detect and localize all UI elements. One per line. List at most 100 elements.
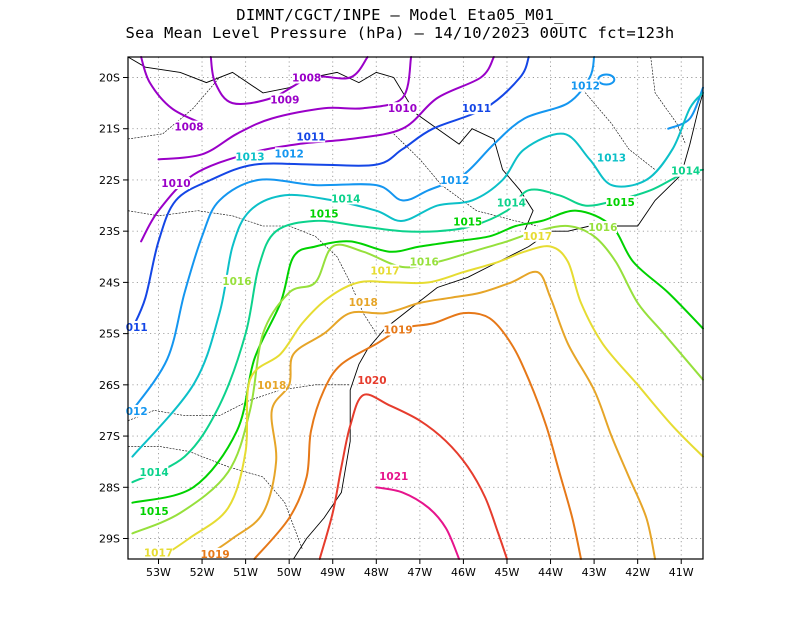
contour-label-bg bbox=[571, 79, 600, 92]
contour-label: 1012 bbox=[440, 175, 469, 187]
x-tick-label: 41W bbox=[669, 566, 694, 579]
contour-label: 1009 bbox=[270, 95, 299, 107]
contour-label: 1018 bbox=[257, 380, 286, 392]
contour-label-bg bbox=[410, 255, 439, 268]
y-tick-label: 22S bbox=[99, 174, 120, 187]
contour-label-bg bbox=[296, 130, 326, 143]
contour-label-bg bbox=[161, 177, 191, 190]
contour-label: 1016 bbox=[410, 256, 439, 268]
contour-label: 1017 bbox=[523, 231, 552, 243]
y-tick-label: 28S bbox=[99, 481, 120, 494]
contour-label: 1014 bbox=[671, 166, 700, 178]
x-tick-label: 48W bbox=[364, 566, 389, 579]
title-line-1: DIMNT/CGCT/INPE — Model Eta05_M01_ bbox=[236, 6, 564, 24]
y-tick-label: 26S bbox=[99, 379, 120, 392]
y-tick-label: 24S bbox=[99, 276, 120, 289]
isobar-1017 bbox=[157, 245, 704, 560]
coastline bbox=[127, 56, 704, 232]
state-border bbox=[393, 133, 538, 227]
contour-label: 1008 bbox=[292, 72, 321, 84]
x-tick-label: 47W bbox=[407, 566, 432, 579]
contour-label-bg bbox=[222, 274, 252, 287]
contour-label: 1016 bbox=[222, 276, 251, 288]
y-tick-label: 27S bbox=[99, 430, 120, 443]
state-border bbox=[127, 384, 351, 421]
contour-label-bg bbox=[309, 207, 339, 220]
contour-label-bg bbox=[144, 546, 173, 559]
contour-label-bg bbox=[139, 465, 169, 478]
contour-label: 1011 bbox=[462, 103, 491, 115]
contour-label-bg bbox=[274, 147, 304, 160]
contour-label-bg bbox=[139, 504, 169, 517]
contour-label-bg bbox=[125, 320, 148, 333]
contour-label: 1010 bbox=[161, 178, 190, 190]
contour-label: 1011 bbox=[296, 131, 325, 143]
contour-label-bg bbox=[331, 192, 361, 205]
y-tick-label: 25S bbox=[99, 328, 120, 341]
contour-label: 1015 bbox=[140, 506, 169, 518]
isobar-1021 bbox=[375, 486, 461, 560]
contour-label-bg bbox=[440, 173, 469, 186]
x-tick-label: 51W bbox=[233, 566, 258, 579]
contour-label: 1013 bbox=[597, 152, 626, 164]
y-tick-label: 21S bbox=[99, 123, 120, 136]
contour-label: 1012 bbox=[275, 148, 304, 160]
contour-label: 1010 bbox=[388, 103, 417, 115]
contour-label-bg bbox=[597, 151, 626, 164]
contour-label: 1021 bbox=[379, 471, 408, 483]
contour-label: 1008 bbox=[174, 122, 203, 134]
contour-label-bg bbox=[497, 196, 526, 209]
isobar-1013 bbox=[131, 91, 704, 458]
contour-label: 1014 bbox=[140, 467, 169, 479]
contour-label-bg bbox=[523, 229, 552, 242]
plot-background bbox=[128, 57, 703, 559]
contour-label-bg bbox=[200, 547, 230, 560]
contour-label-bg bbox=[257, 378, 286, 391]
contour-label-bg bbox=[270, 93, 300, 106]
contour-label-bg bbox=[370, 264, 400, 277]
x-tick-label: 50W bbox=[277, 566, 302, 579]
contour-label: 011 bbox=[126, 322, 148, 334]
contour-label: 1014 bbox=[331, 193, 360, 205]
contour-label-bg bbox=[671, 164, 700, 177]
contour-label: 1017 bbox=[370, 266, 399, 278]
contour-label: 1020 bbox=[357, 375, 386, 387]
y-tick-label: 20S bbox=[99, 71, 120, 84]
x-tick-label: 49W bbox=[320, 566, 345, 579]
contour-label-bg bbox=[453, 215, 482, 228]
isobar-1019 bbox=[253, 311, 582, 560]
contour-label: 1017 bbox=[144, 547, 173, 559]
state-border bbox=[580, 87, 656, 170]
x-tick-label: 44W bbox=[538, 566, 563, 579]
x-tick-label: 42W bbox=[625, 566, 650, 579]
x-tick-label: 43W bbox=[582, 566, 607, 579]
isobars bbox=[131, 56, 704, 560]
contour-label-bg bbox=[462, 102, 491, 115]
title-line-2: Sea Mean Level Pressure (hPa) — 14/10/20… bbox=[125, 24, 675, 42]
state-border bbox=[128, 446, 303, 549]
contour-label-bg bbox=[357, 374, 387, 387]
contour-label: 1013 bbox=[235, 151, 264, 163]
contour-label: 1012 bbox=[571, 81, 600, 93]
contour-label-bg bbox=[235, 150, 265, 163]
contour-label-bg bbox=[606, 195, 635, 208]
isobar-1012 bbox=[131, 56, 596, 412]
isobar-1012-cell bbox=[597, 73, 616, 86]
contour-label: 1015 bbox=[606, 197, 635, 209]
axes: 53W 52W 51W 50W 49W 48W 47W 46W 45W 44W 43W 42W 41W 2… bbox=[99, 71, 694, 579]
x-tick-label: 53W bbox=[146, 566, 171, 579]
x-tick-label: 46W bbox=[451, 566, 476, 579]
y-tick-label: 23S bbox=[99, 225, 120, 238]
grid bbox=[128, 57, 703, 559]
isobar-1009 bbox=[157, 56, 413, 161]
y-tick-label: 29S bbox=[99, 533, 120, 546]
contour-label-bg bbox=[388, 102, 417, 115]
contour-label-bg bbox=[588, 221, 618, 234]
contour-label: 012 bbox=[126, 406, 148, 418]
x-tick-label: 52W bbox=[190, 566, 215, 579]
contour-labels: 1008 1008 1009 1010 1010 1011 1011 011 1012 1012 1… bbox=[125, 71, 700, 561]
contour-label-bg bbox=[383, 323, 413, 336]
state-border bbox=[127, 210, 377, 334]
contour-label: 1015 bbox=[453, 216, 482, 228]
